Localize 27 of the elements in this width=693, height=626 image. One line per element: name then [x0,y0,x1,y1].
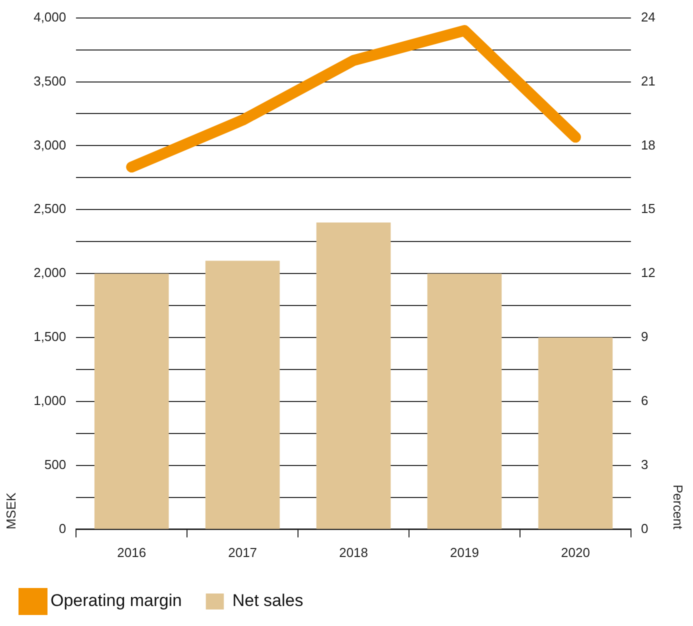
y2-tick-label: 15 [640,201,656,216]
y2-tick-label: 12 [640,265,656,280]
y2-tick-label: 3 [640,457,648,472]
y2-tick-label: 6 [640,393,648,408]
y-tick-label: 1,500 [34,329,66,344]
y-tick-label: 1,000 [34,393,66,408]
y-tick-label: 3,000 [34,137,66,152]
x-tick-label: 2018 [339,544,368,560]
y2-tick-label: 9 [640,329,648,344]
x-tick-label: 2016 [117,544,146,560]
legend-label: Operating margin [50,591,182,610]
x-tick-label: 2020 [561,544,590,560]
x-tick-label: 2017 [228,544,258,560]
legend-label: Net sales [232,591,304,610]
y-tick-label: 2,500 [34,201,66,216]
x-tick-label: 2019 [450,544,479,560]
y-tick-label: 500 [44,457,66,472]
y2-axis-title: Percent [670,484,686,530]
y2-tick-label: 0 [640,520,648,536]
y2-tick-label: 21 [640,73,656,88]
y-tick-label: 2,000 [34,265,66,280]
y-tick-label: 0 [58,520,66,536]
y-tick-label: 3,500 [34,73,66,88]
y-tick-label: 4,000 [34,9,66,24]
y-axis-title: MSEK [3,492,18,530]
y2-tick-label: 18 [640,137,656,152]
y2-tick-label: 24 [640,9,656,24]
